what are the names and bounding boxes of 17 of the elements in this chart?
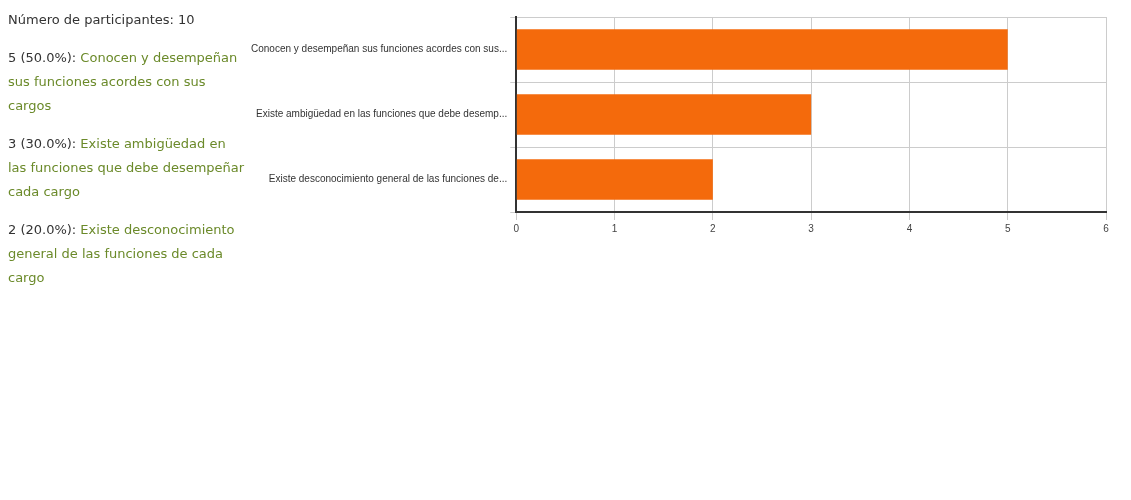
text: 3 (30.0%): Existe ambigüedad en las funciones que debe desempeñar cada cargo — [8, 136, 245, 199]
bar — [516, 159, 713, 200]
x-tick-label: 0 — [513, 222, 520, 234]
x-tick-label: 4 — [906, 222, 913, 234]
x-tick-label: 6 — [1103, 222, 1110, 234]
y-tick-label: Existe desconocimiento general de las funciones de... — [268, 173, 508, 185]
text: 2 (20.0%): Existe desconocimiento general de las funciones de cada cargo — [8, 222, 235, 285]
x-tick-label: 5 — [1004, 222, 1011, 234]
x-tick-label: 3 — [808, 222, 815, 234]
bar — [516, 29, 1008, 70]
x-tick-label: 1 — [611, 222, 618, 234]
y-tick-label: Existe ambigüedad en las funciones que debe desemp... — [255, 108, 508, 120]
bar — [516, 94, 812, 135]
y-tick-label: Conocen y desempeñan sus funciones acordes con sus... — [251, 43, 508, 55]
text: Número de participantes: 10 — [8, 12, 195, 27]
x-tick-label: 2 — [710, 222, 717, 234]
text: 5 (50.0%): Conocen y desempeñan sus funciones acordes con sus cargos — [8, 50, 238, 113]
